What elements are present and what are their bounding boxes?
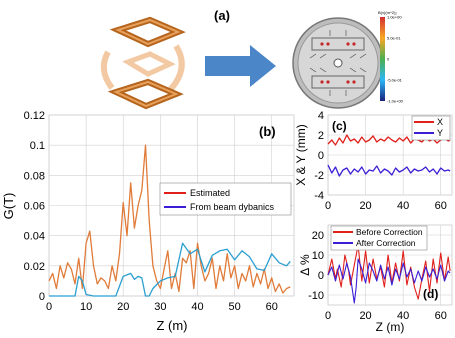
colorbar-tick-label: 0 (387, 57, 390, 62)
coil-magnet-icon (100, 16, 186, 110)
ytick-label: 2 (318, 130, 324, 142)
panel-label-d: (d) (423, 287, 438, 301)
xtick-label: 20 (117, 301, 129, 313)
ytick-label: 0.06 (24, 201, 45, 213)
colorbar-gradient (380, 17, 385, 101)
xtick-label: 60 (435, 310, 447, 322)
xtick-label: 20 (359, 310, 371, 322)
ylabel-d: Δ % (298, 254, 312, 276)
ytick-label: -4 (314, 190, 324, 202)
xtick-label: 40 (191, 301, 203, 313)
ytick-label: 0.04 (24, 231, 45, 243)
series-b (48, 144, 291, 297)
ytick-label: -2 (314, 170, 324, 182)
ytick-label: 0 (39, 291, 45, 303)
ylabel-b: G(T) (1, 193, 16, 220)
series-d (327, 244, 451, 304)
xtick-label: 0 (46, 301, 52, 313)
xtick-label: 40 (397, 200, 409, 212)
xtick-label: 60 (435, 200, 447, 212)
legend-b: Estimated From beam dybanics (159, 182, 292, 216)
legend-b-label-estimated: Estimated (190, 188, 230, 198)
panel-label-b: (b) (259, 124, 276, 139)
legend-c-label-y: Y (437, 128, 443, 138)
xtick-label: 0 (325, 310, 331, 322)
legend-d-label-before: Before Correction (356, 227, 423, 237)
xlabel-b: Z (m) (156, 318, 187, 333)
chart-b: 0 0.02 0.04 0.06 0.08 0.1 0.12 0 10 20 30 40 50 60 G… (1, 110, 295, 333)
series-line-d-1 (327, 258, 451, 304)
xtick-label: 10 (80, 301, 92, 313)
chart-c: -4 -2 0 2 4 0 20 40 60 X & Y (mm) (c) X Y (294, 110, 453, 212)
panel-label-c: (c) (332, 119, 347, 133)
series-line-b-0 (48, 144, 291, 294)
colorbar-tick-label: 1.0e+00 (387, 15, 402, 20)
ylabel-c: X & Y (mm) (294, 124, 308, 186)
ytick-label: -10 (308, 290, 324, 302)
xlabel-d: Z (m) (376, 320, 405, 334)
colorbar: B(x)(m^2)₂ 1.0e+00 5.0e-01 0 -5.0e-01 -1.0e+… (378, 10, 404, 104)
ytick-label: 0 (318, 270, 324, 282)
ytick-label: 10 (312, 250, 324, 262)
colorbar-tick-label: 5.0e-01 (387, 36, 401, 41)
xticks-b: 0 10 20 30 40 50 60 (46, 301, 278, 313)
panel-label-a: (a) (214, 8, 230, 23)
ytick-label: 0.02 (24, 261, 45, 273)
legend-b-label-beam: From beam dybanics (190, 202, 275, 212)
yticks-b: 0 0.02 0.04 0.06 0.08 0.1 0.12 (24, 110, 45, 303)
colorbar-title: B(x)(m^2)₂ (378, 10, 397, 15)
xtick-label: 0 (325, 200, 331, 212)
legend-c: X Y (411, 115, 451, 141)
schematic-panel-a: (a) (100, 8, 404, 110)
legend-d: Before Correction After Correction (330, 225, 428, 251)
colorbar-tick-label: -5.0e-01 (387, 78, 403, 83)
ytick-label: 0 (318, 150, 324, 162)
colorbar-tick-label: -1.0e+00 (387, 99, 404, 104)
series-line-c-1 (327, 164, 451, 177)
xtick-label: 50 (228, 301, 240, 313)
xtick-label: 60 (266, 301, 278, 313)
ytick-label: 0.08 (24, 170, 45, 182)
legend-d-label-after: After Correction (356, 238, 416, 248)
yticks-c: -4 -2 0 2 4 (314, 110, 324, 202)
yticks-d: -10 0 10 20 (308, 230, 324, 302)
colorbar-ticks: 1.0e+00 5.0e-01 0 -5.0e-01 -1.0e+00 (387, 15, 404, 104)
xticks-c: 0 20 40 60 (325, 200, 447, 212)
series-line-b-1 (49, 242, 291, 297)
xtick-label: 40 (397, 310, 409, 322)
ytick-label: 20 (312, 230, 324, 242)
xtick-label: 30 (154, 301, 166, 313)
xtick-label: 20 (359, 200, 371, 212)
legend-c-label-x: X (437, 117, 443, 127)
ytick-label: 0.1 (30, 140, 45, 152)
xticks-d: 0 20 40 60 (325, 310, 447, 322)
ytick-label: 0.12 (24, 110, 45, 122)
ytick-label: 4 (318, 110, 324, 122)
right-arrow-icon (205, 45, 276, 87)
field-map-icon (292, 17, 384, 109)
